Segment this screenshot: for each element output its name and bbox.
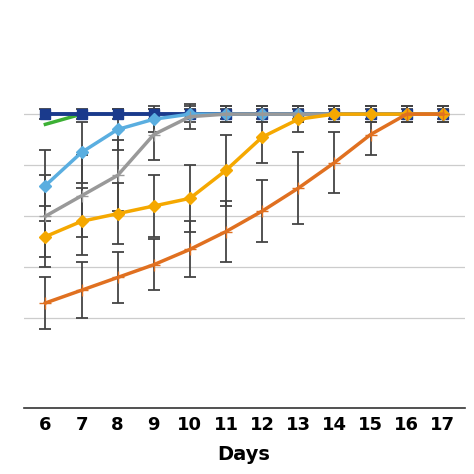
- X-axis label: Days: Days: [218, 445, 271, 464]
